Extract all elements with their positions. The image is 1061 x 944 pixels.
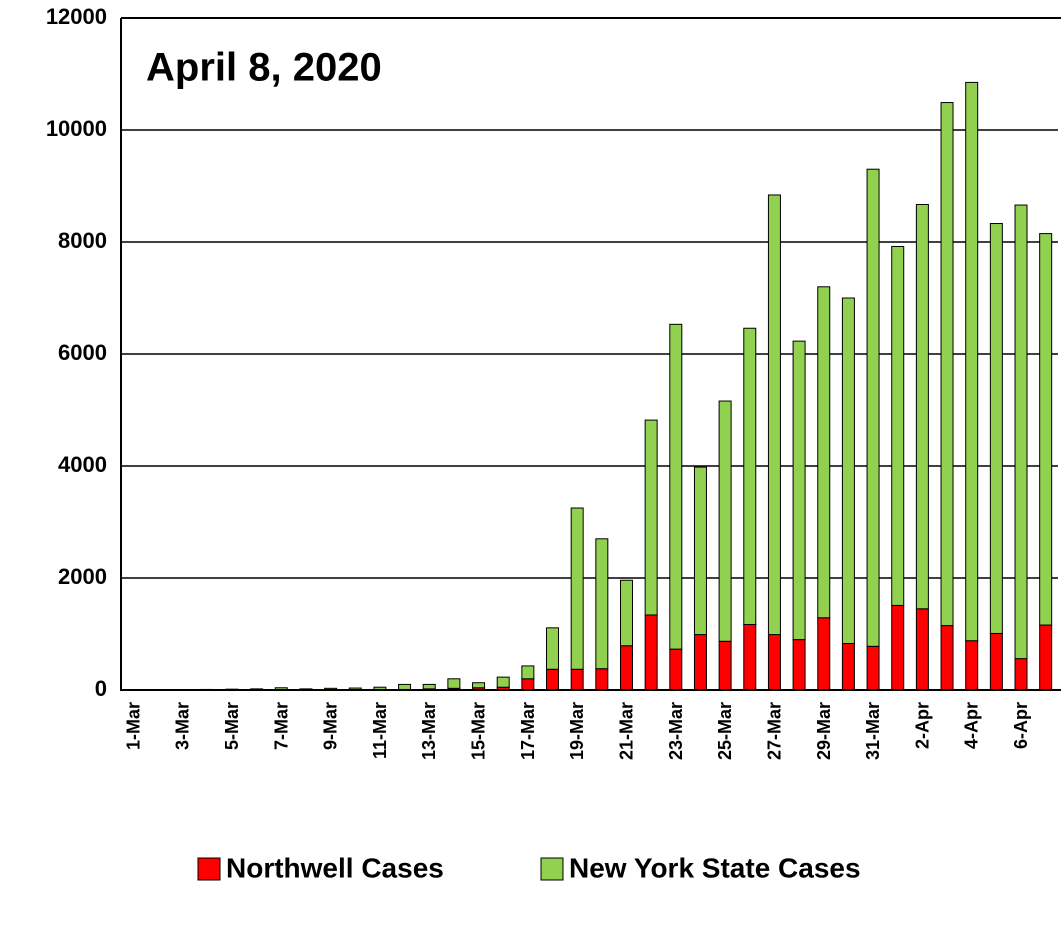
x-tick-label: 25-Mar — [715, 702, 735, 760]
bar-segment — [693, 466, 707, 636]
bar-segment — [398, 683, 412, 690]
bar-segment — [965, 640, 979, 691]
x-tick-label: 27-Mar — [764, 702, 784, 760]
x-tick-label: 4-Apr — [962, 702, 982, 749]
bar-segment — [743, 623, 757, 691]
bar-segment — [965, 81, 979, 642]
bar-segment — [521, 678, 535, 691]
x-tick-label: 2-Apr — [912, 702, 932, 749]
x-tick-label: 7-Mar — [271, 702, 291, 750]
x-tick-label: 19-Mar — [567, 702, 587, 760]
x-tick-label: 23-Mar — [666, 702, 686, 760]
x-tick-label: 9-Mar — [321, 702, 341, 750]
bar-segment — [891, 245, 905, 606]
bar-segment — [743, 327, 757, 625]
bar-segment — [866, 168, 880, 647]
bar-segment — [915, 203, 929, 610]
x-tick-label: 3-Mar — [173, 702, 193, 750]
bar-segment — [669, 323, 683, 650]
bar-segment — [644, 614, 658, 691]
bar-segment — [669, 648, 683, 691]
bar-segment — [1014, 204, 1028, 660]
x-tick-label: 21-Mar — [616, 702, 636, 760]
y-tick-label: 2000 — [58, 564, 107, 589]
x-tick-label: 1-Mar — [123, 702, 143, 750]
y-tick-label: 4000 — [58, 452, 107, 477]
chart-title: April 8, 2020 — [146, 46, 382, 90]
bar-segment — [989, 632, 1003, 691]
bar-segment — [521, 665, 535, 680]
bar-segment — [619, 645, 633, 691]
bar-segment — [546, 627, 560, 670]
bar-segment — [940, 102, 954, 627]
axis-frame — [120, 17, 1061, 691]
bar-segment — [841, 643, 855, 691]
bar-segment — [595, 668, 609, 691]
y-tick-label: 0 — [95, 676, 107, 701]
x-tick-label: 29-Mar — [814, 702, 834, 760]
bar-segment — [644, 419, 658, 616]
y-tick-label: 6000 — [58, 340, 107, 365]
legend-swatch — [540, 857, 564, 881]
bar-segment — [718, 640, 732, 691]
x-tick-label: 5-Mar — [222, 702, 242, 750]
y-tick-label: 8000 — [58, 228, 107, 253]
bar-segment — [693, 634, 707, 691]
bar-segment — [1039, 233, 1053, 626]
x-tick-label: 11-Mar — [370, 702, 390, 759]
x-tick-label: 13-Mar — [419, 702, 439, 760]
bar-segment — [940, 625, 954, 691]
bar-segment — [817, 617, 831, 691]
bar-segment — [891, 604, 905, 691]
bar-segment — [767, 194, 781, 636]
x-tick-label: 17-Mar — [518, 702, 538, 760]
y-tick-label: 12000 — [46, 4, 107, 29]
bar-segment — [570, 668, 584, 691]
bar-segment — [866, 645, 880, 691]
x-tick-label: 6-Apr — [1011, 702, 1031, 749]
bar-segment — [546, 668, 560, 691]
bar-segment — [817, 286, 831, 619]
bar-segment — [989, 223, 1003, 634]
bar-segment — [447, 678, 461, 689]
bar-segment — [1039, 624, 1053, 691]
bar-segment — [422, 683, 436, 690]
y-tick-label: 10000 — [46, 116, 107, 141]
bar-segment — [841, 297, 855, 645]
x-tick-label: 31-Mar — [863, 702, 883, 760]
bar-segment — [619, 579, 633, 647]
bar-segment — [595, 538, 609, 670]
legend-swatch — [197, 857, 221, 881]
legend-label: Northwell Cases — [226, 852, 444, 883]
x-tick-label: 15-Mar — [469, 702, 489, 760]
bar-segment — [570, 507, 584, 670]
bar-segment — [496, 676, 510, 688]
bar-segment — [1014, 658, 1028, 691]
bar-segment — [792, 639, 806, 691]
bar-segment — [767, 634, 781, 691]
bar-segment — [718, 400, 732, 642]
bar-segment — [792, 340, 806, 641]
bar-segment — [472, 682, 486, 689]
legend-label: New York State Cases — [569, 852, 861, 883]
bar-segment — [915, 608, 929, 691]
